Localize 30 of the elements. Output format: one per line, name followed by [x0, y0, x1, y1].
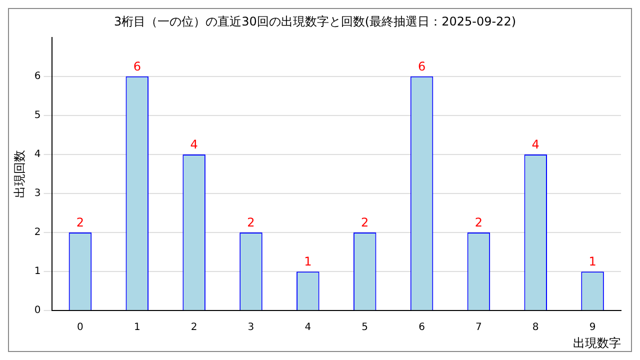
- data-label: 2: [474, 216, 483, 230]
- x-tick-label: 3: [248, 322, 254, 334]
- x-tick-label: 8: [532, 322, 539, 334]
- y-tick-label: 5: [34, 110, 41, 122]
- data-label: 1: [588, 254, 596, 269]
- x-tick-label: 2: [190, 322, 198, 334]
- y-axis-title: 出現回数: [12, 150, 26, 198]
- x-tick-label: 6: [418, 322, 425, 334]
- y-tick-label: 6: [34, 71, 41, 82]
- x-tick-label: 4: [304, 322, 312, 334]
- x-tick-label: 5: [362, 322, 368, 334]
- data-label: 4: [190, 138, 198, 152]
- data-label: 2: [361, 216, 369, 230]
- x-tick-label: 1: [134, 322, 140, 334]
- y-tick-label: 4: [34, 149, 41, 160]
- x-tick-label: 0: [77, 322, 84, 334]
- y-tick-label: 3: [34, 188, 41, 200]
- data-label: 2: [247, 216, 255, 230]
- x-tick-label: 9: [589, 322, 596, 334]
- y-tick-label: 0: [34, 305, 41, 316]
- data-label: 6: [418, 60, 426, 74]
- chart-title: 3桁目（一の位）の直近30回の出現数字と回数(最終抽選日：2025-09-22): [114, 14, 516, 28]
- data-label: 6: [133, 60, 141, 74]
- data-label: 4: [532, 138, 540, 152]
- y-tick-label: 1: [34, 266, 41, 278]
- x-tick-label: 7: [476, 322, 482, 334]
- y-tick-label: 2: [34, 227, 41, 238]
- data-label: 2: [76, 216, 84, 230]
- x-axis-title: 出現数字: [573, 336, 621, 350]
- data-label: 1: [304, 254, 312, 269]
